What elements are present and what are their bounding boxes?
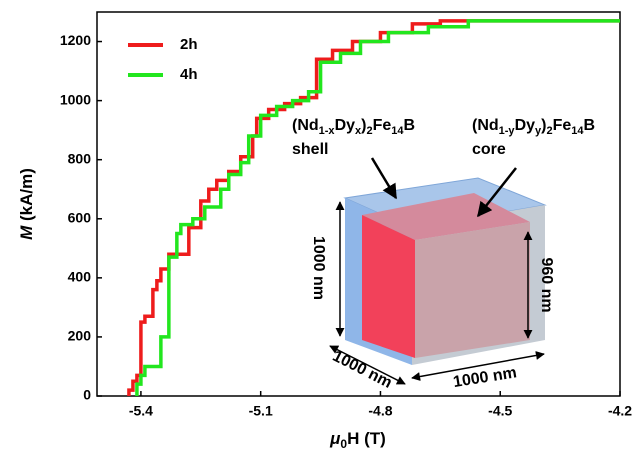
core-shell-diagram: 1000 nm 960 nm 1000 nm 1000 nm shell cor… xyxy=(292,117,595,392)
shell-arrow xyxy=(370,157,398,200)
formula-part: Fe xyxy=(373,117,392,134)
x-tick-label: -4.8 xyxy=(368,403,392,419)
shell-label: shell xyxy=(292,141,328,158)
y-axis-label: M (kA/m) xyxy=(17,168,36,240)
formula-part: Fe xyxy=(553,117,572,134)
x-tick-label: -5.1 xyxy=(249,403,273,419)
core-left xyxy=(362,215,415,358)
formula-part: B xyxy=(404,117,416,134)
formula-part: ) xyxy=(541,117,546,134)
formula-part: B xyxy=(584,117,596,134)
width-arrow xyxy=(411,351,545,381)
y-tick-label: 600 xyxy=(68,209,92,225)
formula-part: 2 xyxy=(366,125,372,137)
formula-part: 14 xyxy=(571,125,584,137)
depth-arrow xyxy=(329,345,406,385)
legend-label: 4h xyxy=(180,66,198,83)
formula-label: (Nd1-yDyy)2Fe14B xyxy=(472,117,595,137)
y-tick-label: 400 xyxy=(68,269,92,285)
y-axis-label-part: M xyxy=(17,225,36,240)
formula-part: y xyxy=(535,125,542,137)
formula-part: 1-x xyxy=(319,125,336,137)
formula-part: Dy xyxy=(515,117,536,134)
formula-part: 14 xyxy=(391,125,404,137)
x-axis-label-part: 0 xyxy=(340,437,347,451)
x-tick-label: -4.5 xyxy=(488,403,512,419)
formula-part: 1-y xyxy=(499,125,516,137)
core-arrow xyxy=(477,167,517,218)
core-label: core xyxy=(472,141,506,158)
x-axis-label-part: H (T) xyxy=(347,429,386,448)
formula-part: x xyxy=(355,125,362,137)
y-tick-label: 200 xyxy=(68,328,92,344)
x-tick-label: -4.2 xyxy=(608,403,632,419)
y-tick-label: 0 xyxy=(83,387,91,403)
x-axis-label-part: μ xyxy=(329,429,341,448)
formula-part: (Nd xyxy=(472,117,499,134)
x-axis-label: μ0H (T) xyxy=(329,429,386,451)
legend-label: 2h xyxy=(180,36,198,53)
formula-label: (Nd1-xDyx)2Fe14B xyxy=(292,117,415,137)
y-tick-label: 1000 xyxy=(60,91,91,107)
formula-part: 2 xyxy=(546,125,552,137)
height-outer-label: 1000 nm xyxy=(310,236,327,300)
formula-part: ) xyxy=(361,117,366,134)
y-tick-label: 1200 xyxy=(60,32,91,48)
height-inner-label: 960 nm xyxy=(538,257,555,312)
formula-part: Dy xyxy=(335,117,356,134)
formula-part: (Nd xyxy=(292,117,319,134)
y-tick-label: 800 xyxy=(68,150,92,166)
y-axis-label-part: (kA/m) xyxy=(17,168,36,226)
core-right xyxy=(415,222,530,358)
x-tick-label: -5.4 xyxy=(129,403,153,419)
plot-frame xyxy=(96,11,621,397)
series-line xyxy=(135,19,620,396)
